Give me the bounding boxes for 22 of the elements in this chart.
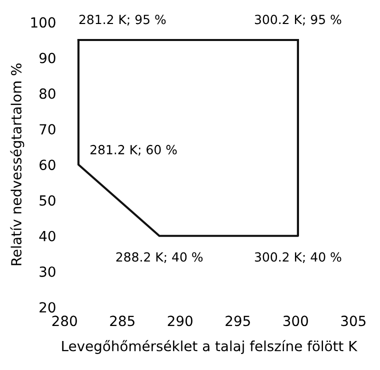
x-tick-label: 285 [110, 316, 134, 326]
annotation: 281.2 K; 60 % [90, 144, 177, 156]
x-axis-title: Levegőhőmérséklet a talaj felszíne fölött K [62, 340, 358, 354]
annotation: 300.2 K; 40 % [254, 252, 342, 263]
y-tick-label: 50 [40, 195, 56, 206]
y-tick-label: 40 [39, 230, 56, 242]
y-tick-label: 30 [40, 266, 56, 277]
x-tick-label: 305 [341, 316, 366, 326]
annotation: 288.2 K; 40 % [116, 252, 203, 263]
x-tick-label: 295 [226, 316, 250, 326]
y-tick-label: 80 [40, 88, 56, 99]
y-axis-title: Relatív nedvességtartalom % [10, 64, 24, 266]
y-tick-label: 20 [40, 302, 56, 313]
annotation: 281.2 K; 95 % [79, 14, 166, 26]
y-tick-label: 90 [39, 52, 56, 64]
y-tick-label: 100 [31, 17, 56, 28]
annotation: 300.2 K; 95 % [254, 14, 342, 26]
x-tick-label: 300 [283, 316, 308, 326]
x-tick-label: 290 [168, 316, 192, 326]
x-tick-label: 280 [52, 316, 77, 326]
y-tick-label: 60 [40, 160, 56, 170]
y-tick-label: 70 [40, 124, 56, 135]
